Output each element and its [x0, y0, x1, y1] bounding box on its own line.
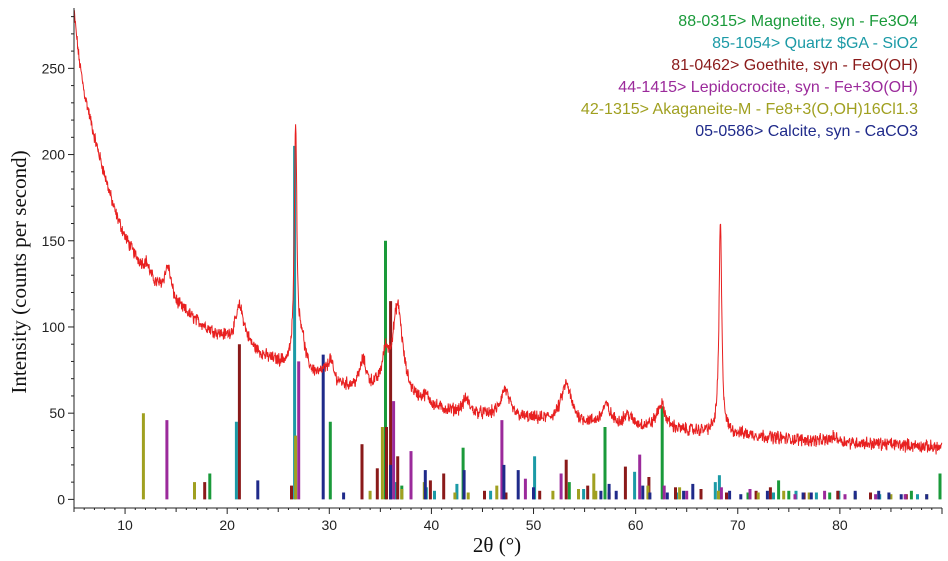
legend-entry-0: 88-0315> Magnetite, syn - Fe3O4 [678, 13, 918, 30]
x-tick-label: 10 [117, 517, 133, 533]
measured-pattern-layer [73, 10, 943, 455]
x-tick-label: 80 [832, 517, 848, 533]
legend-entry-4: 42-1315> Akaganeite-M - Fe8+3(O,OH)16Cl1… [581, 101, 918, 118]
legend: 88-0315> Magnetite, syn - Fe3O4 85-1054> … [581, 13, 918, 140]
x-axis-title: 2θ (°) [473, 533, 521, 557]
y-tick-label: 200 [42, 147, 66, 163]
y-tick-label: 150 [42, 233, 66, 249]
y-tick-label: 0 [57, 491, 65, 507]
legend-entry-2: 81-0462> Goethite, syn - FeO(OH) [671, 57, 918, 74]
axes: 10 20 30 40 50 60 70 80 0 50 100 150 200 250 [42, 8, 943, 533]
y-tick-label: 250 [42, 60, 66, 76]
y-tick-label: 50 [49, 405, 65, 421]
legend-entry-1: 85-1054> Quartz $GA - SiO2 [712, 35, 918, 52]
y-tick-label: 100 [42, 319, 66, 335]
y-axis-title: Intensity (counts per second) [7, 150, 31, 393]
x-tick-label: 50 [526, 517, 542, 533]
measured-pattern-line [73, 10, 943, 455]
reference-sticks-layer [141, 145, 942, 500]
legend-entry-5: 05-0586> Calcite, syn - CaCO3 [695, 123, 918, 140]
legend-entry-3: 44-1415> Lepidocrocite, syn - Fe+3O(OH) [618, 79, 918, 96]
x-tick-label: 40 [424, 517, 440, 533]
x-tick-label: 70 [730, 517, 746, 533]
x-tick-label: 20 [219, 517, 235, 533]
x-tick-label: 60 [628, 517, 644, 533]
x-tick-label: 30 [322, 517, 338, 533]
